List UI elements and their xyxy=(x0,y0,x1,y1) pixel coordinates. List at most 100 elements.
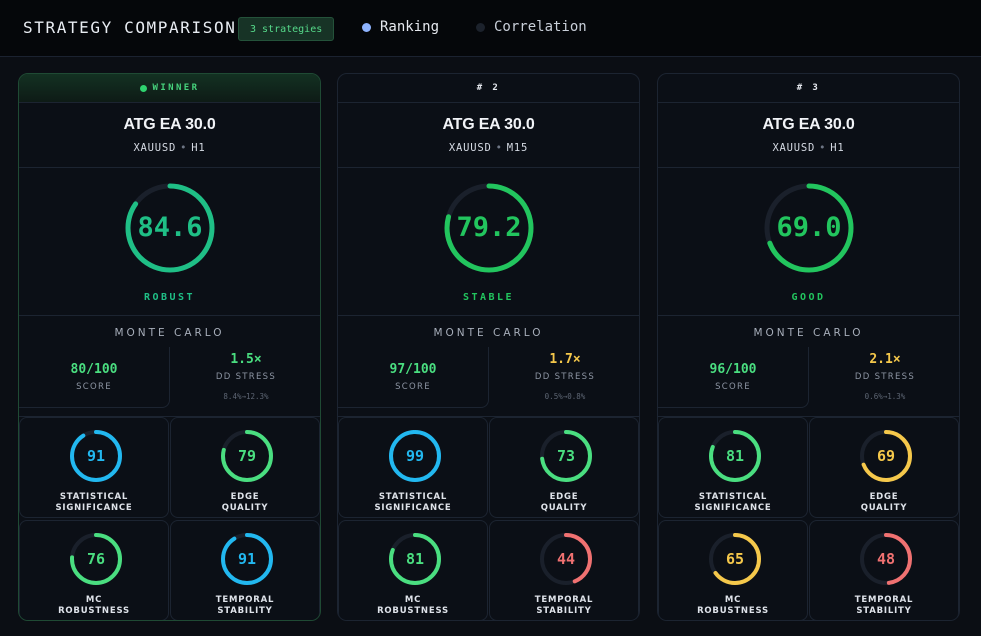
metric-edge-quality[interactable]: 69 EDGE QUALITY xyxy=(809,417,959,518)
metric-temporal-stability[interactable]: 48 TEMPORAL STABILITY xyxy=(809,520,959,620)
strategy-count-badge: 3 strategies xyxy=(238,17,335,41)
mc-score-label: SCORE xyxy=(76,382,112,392)
metric-statistical-significance[interactable]: 99 STATISTICAL SIGNIFICANCE xyxy=(338,417,488,518)
metric-gauge: 99 xyxy=(388,429,442,483)
monte-carlo-section: MONTE CARLO 97/100 SCORE 1.7× DD STRESS … xyxy=(338,316,639,417)
metric-name-line1: EDGE xyxy=(549,492,579,502)
timeframe: H1 xyxy=(830,142,845,154)
metric-name-line1: TEMPORAL xyxy=(215,595,275,605)
monte-carlo-title: MONTE CARLO xyxy=(433,327,544,339)
strategy-card[interactable]: WINNER ATG EA 30.0 XAUUSD • H1 84.6 ROBUST… xyxy=(18,73,321,621)
metric-name-line2: ROBUSTNESS xyxy=(377,606,449,616)
metric-value: 48 xyxy=(876,550,896,568)
metric-arc xyxy=(709,533,761,585)
metric-temporal-stability[interactable]: 91 TEMPORAL STABILITY xyxy=(170,520,320,620)
metric-mc-robustness[interactable]: 76 MC ROBUSTNESS xyxy=(19,520,169,620)
metric-name: EDGE QUALITY xyxy=(490,492,638,514)
overall-score-gauge: 79.2 xyxy=(443,182,535,274)
rank-header: # 3 xyxy=(658,74,959,102)
strategy-name: ATG EA 30.0 xyxy=(762,116,855,133)
metric-arc xyxy=(70,533,122,585)
strategy-identity: ATG EA 30.0 XAUUSD • H1 xyxy=(19,102,320,168)
dd-stress-value: 2.1× xyxy=(869,352,901,367)
dd-stress-label: DD STRESS xyxy=(854,372,916,382)
metric-value: 65 xyxy=(725,550,745,568)
monte-carlo-title: MONTE CARLO xyxy=(753,327,864,339)
overall-score-value: 69.0 xyxy=(776,212,842,243)
strategy-card[interactable]: # 2 ATG EA 30.0 XAUUSD • M15 79.2 STABLE M… xyxy=(337,73,640,621)
overall-score-section: 69.0 GOOD xyxy=(658,168,959,316)
metric-arc xyxy=(860,533,912,585)
metric-gauge: 91 xyxy=(220,532,274,586)
metric-value: 91 xyxy=(237,550,257,568)
metric-statistical-significance[interactable]: 81 STATISTICAL SIGNIFICANCE xyxy=(658,417,808,518)
metric-mc-robustness[interactable]: 81 MC ROBUSTNESS xyxy=(338,520,488,620)
metric-arc xyxy=(221,533,273,585)
dd-stress-box: 2.1× DD STRESS 0.6%→1.3% xyxy=(810,347,959,408)
monte-carlo-title: MONTE CARLO xyxy=(114,327,225,339)
metric-mc-robustness[interactable]: 65 MC ROBUSTNESS xyxy=(658,520,808,620)
metric-gauge: 79 xyxy=(220,429,274,483)
metric-name-line1: STATISTICAL xyxy=(378,492,448,502)
metric-name: EDGE QUALITY xyxy=(810,492,958,514)
rank-label: WINNER xyxy=(152,83,200,93)
metric-name-line2: STABILITY xyxy=(856,606,912,616)
mc-score-box: 96/100 SCORE xyxy=(658,347,809,408)
metric-name: STATISTICAL SIGNIFICANCE xyxy=(339,492,487,514)
dd-stress-box: 1.5× DD STRESS 8.4%→12.3% xyxy=(171,347,320,408)
monte-carlo-section: MONTE CARLO 80/100 SCORE 1.5× DD STRESS … xyxy=(19,316,320,417)
symbol: XAUUSD xyxy=(448,142,492,154)
metric-arc xyxy=(540,533,592,585)
metric-gauge: 81 xyxy=(708,429,762,483)
metric-edge-quality[interactable]: 73 EDGE QUALITY xyxy=(489,417,639,518)
page-title: STRATEGY COMPARISON xyxy=(23,18,237,37)
metric-name-line2: STABILITY xyxy=(217,606,273,616)
metric-gauge: 91 xyxy=(69,429,123,483)
dd-range: 0.6%→1.3% xyxy=(864,392,906,401)
metric-name: STATISTICAL SIGNIFICANCE xyxy=(659,492,807,514)
winner-dot-icon xyxy=(139,84,147,92)
metric-temporal-stability[interactable]: 44 TEMPORAL STABILITY xyxy=(489,520,639,620)
metric-gauge: 69 xyxy=(859,429,913,483)
tab-correlation-label: Correlation xyxy=(494,19,587,35)
metric-arc xyxy=(389,533,441,585)
strategy-name: ATG EA 30.0 xyxy=(442,116,535,133)
metric-name-line2: STABILITY xyxy=(536,606,592,616)
strategy-subtitle: XAUUSD • H1 xyxy=(658,142,959,154)
metric-value: 91 xyxy=(86,447,106,465)
metric-statistical-significance[interactable]: 91 STATISTICAL SIGNIFICANCE xyxy=(19,417,169,518)
rank-header: WINNER xyxy=(19,74,320,102)
metric-name-line2: SIGNIFICANCE xyxy=(374,503,452,513)
dd-stress-label: DD STRESS xyxy=(534,372,596,382)
dd-range: 0.5%→0.8% xyxy=(544,392,586,401)
overall-score-gauge: 69.0 xyxy=(763,182,855,274)
metrics-grid: 91 STATISTICAL SIGNIFICANCE 79 EDGE QUALIT… xyxy=(19,417,320,620)
tab-correlation[interactable]: Correlation xyxy=(476,19,587,35)
metrics-grid: 81 STATISTICAL SIGNIFICANCE 69 EDGE QUALIT… xyxy=(658,417,959,620)
dd-stress-label: DD STRESS xyxy=(215,372,277,382)
mc-score-label: SCORE xyxy=(715,382,751,392)
mc-score-box: 97/100 SCORE xyxy=(338,347,489,408)
metric-name: MC ROBUSTNESS xyxy=(339,595,487,617)
metric-name-line2: QUALITY xyxy=(860,503,908,513)
metric-name-line1: EDGE xyxy=(869,492,899,502)
dd-stress-value: 1.7× xyxy=(549,352,581,367)
metric-edge-quality[interactable]: 79 EDGE QUALITY xyxy=(170,417,320,518)
metric-gauge: 65 xyxy=(708,532,762,586)
metric-gauge: 44 xyxy=(539,532,593,586)
mc-score-value: 97/100 xyxy=(389,362,437,377)
strategy-card[interactable]: # 3 ATG EA 30.0 XAUUSD • H1 69.0 GOOD MONT… xyxy=(657,73,960,621)
symbol: XAUUSD xyxy=(772,142,816,154)
overall-score-arc xyxy=(125,183,215,273)
symbol: XAUUSD xyxy=(133,142,177,154)
verdict-label: GOOD xyxy=(791,292,826,303)
overall-score-value: 84.6 xyxy=(137,212,203,243)
metric-name: MC ROBUSTNESS xyxy=(20,595,168,617)
metric-gauge: 76 xyxy=(69,532,123,586)
overall-score-arc xyxy=(444,183,534,273)
mc-score-box: 80/100 SCORE xyxy=(19,347,170,408)
tab-ranking[interactable]: Ranking xyxy=(362,19,439,35)
overall-score-section: 79.2 STABLE xyxy=(338,168,639,316)
verdict-label: STABLE xyxy=(462,292,515,303)
metric-name-line2: QUALITY xyxy=(221,503,269,513)
